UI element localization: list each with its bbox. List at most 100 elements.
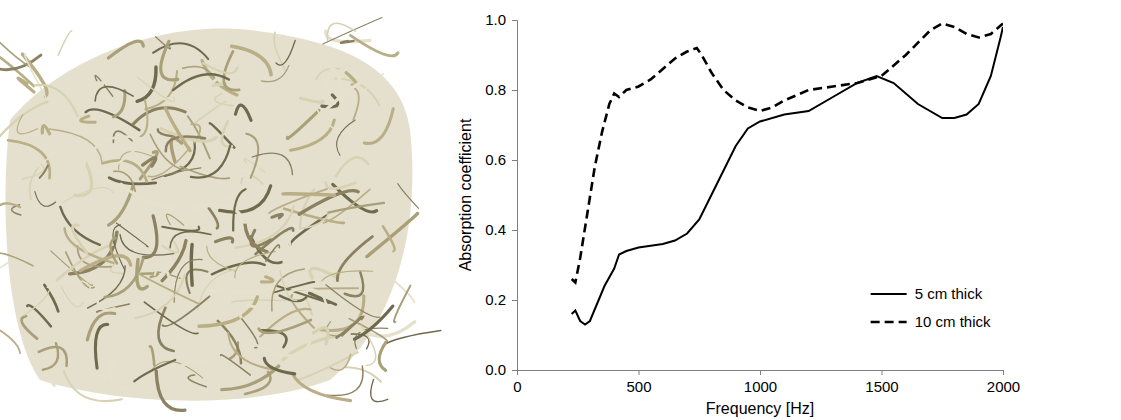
photo-fiber	[350, 35, 398, 55]
photo-fiber	[326, 182, 356, 188]
photo-fiber	[0, 203, 20, 226]
x-tick-label: 1500	[865, 378, 898, 395]
x-tick-mark	[882, 370, 883, 375]
photo-fiber	[105, 258, 144, 297]
photo-fiber	[0, 327, 20, 353]
photo-fiber	[73, 225, 88, 253]
photo-fiber	[121, 184, 177, 208]
photo-fiber	[22, 54, 47, 96]
photo-fiber	[266, 245, 280, 261]
photo-fiber	[161, 41, 178, 80]
photo-fiber	[87, 266, 125, 308]
photo-fiber	[261, 277, 273, 282]
photo-fiber	[39, 347, 67, 366]
photo-fiber	[337, 237, 372, 281]
photo-fiber	[220, 196, 235, 199]
photo-fiber	[113, 91, 125, 117]
photo-fiber	[310, 268, 338, 278]
photo-fiber	[239, 306, 258, 317]
photo-fiber	[150, 346, 154, 365]
photo-fiber	[201, 278, 220, 291]
y-tick-mark	[512, 230, 517, 231]
photo-fiber	[120, 234, 174, 255]
photo-fiber	[95, 324, 107, 368]
x-tick: 0	[513, 370, 521, 395]
photo-fiber	[320, 296, 364, 331]
photo-fiber	[58, 31, 72, 56]
y-tick-label: 1.0	[485, 11, 506, 28]
photo-fiber	[82, 137, 141, 168]
y-axis-line	[512, 21, 518, 371]
photo-fiber	[65, 228, 114, 263]
photo-fiber	[341, 41, 354, 43]
y-axis: 0.00.20.40.60.81.0	[485, 11, 517, 378]
photo-fiber	[49, 129, 102, 162]
y-tick: 0.0	[485, 361, 517, 378]
photo-fiber	[274, 92, 302, 107]
photo-fiber	[272, 269, 305, 311]
photo-fiber	[330, 354, 350, 370]
photo-fiber	[232, 46, 271, 74]
photo-fibers	[0, 17, 441, 410]
photo-fiber	[110, 355, 128, 390]
photo-fiber	[21, 316, 37, 339]
photo-fiber	[95, 87, 133, 101]
y-tick-mark	[512, 300, 517, 301]
x-tick-mark	[639, 370, 640, 375]
photo-fiber	[299, 352, 358, 380]
photo-fiber	[323, 17, 382, 44]
photo-ground	[5, 28, 412, 400]
legend-swatch	[871, 321, 907, 324]
photo-fiber	[0, 253, 33, 266]
y-tick-label: 0.6	[485, 151, 506, 168]
x-axis: 0500100015002000	[513, 370, 1020, 395]
series-line	[572, 24, 1003, 283]
photo-fiber	[35, 192, 56, 207]
photo-fiber	[287, 110, 319, 138]
photo-fiber	[0, 102, 48, 145]
photo-fiber	[272, 214, 283, 218]
photo-fiber	[327, 82, 333, 120]
photo-fiber	[111, 264, 123, 273]
photo-fiber	[40, 166, 48, 178]
photo-fiber	[354, 306, 392, 339]
y-tick: 0.4	[485, 221, 517, 238]
photo-fiber	[207, 246, 235, 271]
photo-fiber	[394, 286, 411, 323]
photo-fiber	[166, 214, 183, 225]
photo-fiber	[336, 157, 368, 176]
photo-fiber	[379, 342, 386, 370]
photo-fiber	[371, 379, 388, 401]
photo-fiber	[188, 375, 206, 387]
x-axis-line	[518, 371, 1004, 376]
photo-fiber	[97, 277, 115, 310]
photo-fiber	[44, 285, 58, 311]
photo-fiber	[27, 305, 51, 326]
photo-fiber	[252, 153, 292, 174]
photo-fiber	[221, 355, 251, 375]
photo-fiber	[143, 216, 157, 258]
photo-fiber	[108, 41, 143, 58]
y-tick-mark	[512, 160, 517, 161]
legend-item: 5 cm thick	[871, 285, 983, 302]
x-tick: 1000	[744, 370, 777, 395]
photo-fiber	[215, 238, 232, 242]
photo-fiber	[17, 115, 37, 134]
y-tick-mark	[512, 370, 517, 371]
photo-fiber	[209, 208, 218, 228]
photo-fiber	[398, 184, 419, 209]
lines	[572, 24, 1003, 325]
y-tick-mark	[512, 20, 517, 21]
photo-fiber	[110, 238, 117, 264]
photo-fiber	[264, 358, 294, 374]
photo-fiber	[98, 147, 138, 173]
photo-fiber	[289, 289, 327, 310]
photo-fiber	[30, 115, 38, 142]
photo-fiber	[162, 227, 199, 231]
photo-fiber	[383, 226, 395, 251]
figure: 05001000150020000.00.20.40.60.81.0Absorp…	[0, 0, 1121, 420]
x-tick-label: 2000	[987, 378, 1020, 395]
photo-fiber	[195, 101, 226, 122]
photo-fiber	[140, 100, 147, 137]
photo-fiber	[61, 286, 83, 307]
